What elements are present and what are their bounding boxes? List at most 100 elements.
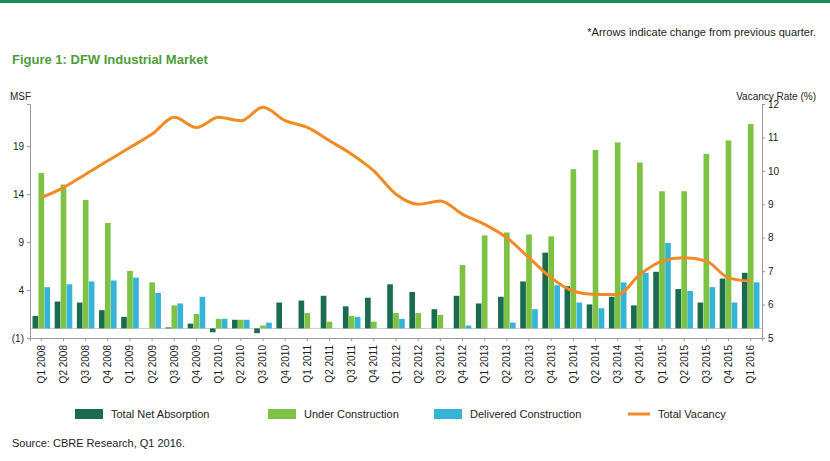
bar	[327, 322, 333, 329]
bar	[299, 301, 305, 329]
y2-tick: 11	[762, 132, 779, 143]
x-tick: Q1 2014	[568, 338, 579, 383]
x-tick-mark	[152, 338, 153, 341]
bar	[615, 142, 621, 328]
x-tick-mark	[706, 338, 707, 341]
y2-tick: 12	[762, 99, 780, 110]
y-tick-mark	[27, 242, 30, 243]
x-tick-mark	[551, 338, 552, 341]
legend-item: Delivered Construction	[434, 408, 581, 420]
x-tick-label: Q1 2011	[302, 345, 313, 383]
x-tick-label: Q1 2015	[657, 345, 668, 384]
x-tick-mark	[529, 338, 530, 341]
x-tick: Q4 2013	[546, 338, 557, 383]
bar	[482, 235, 488, 328]
x-tick: Q2 2010	[235, 338, 246, 383]
x-tick: Q2 2008	[58, 338, 69, 383]
x-tick: Q3 2012	[435, 338, 446, 383]
x-tick-label: Q2 2008	[58, 345, 69, 384]
y2-tick-label: 6	[768, 299, 774, 310]
bar	[89, 281, 95, 328]
legend-swatch	[75, 409, 103, 419]
y2-axis: 56789101112	[762, 99, 780, 344]
x-tick-mark	[262, 338, 263, 341]
bar	[554, 285, 560, 328]
bar	[498, 297, 504, 329]
bar	[637, 163, 643, 329]
bar	[504, 233, 510, 329]
x-tick-label: Q1 2013	[479, 345, 490, 384]
bar	[387, 284, 393, 328]
bar	[216, 319, 222, 329]
y-axis-title: MSF	[10, 91, 31, 102]
x-axis-line	[31, 339, 763, 342]
legend-swatch	[434, 409, 462, 419]
x-tick: Q2 2014	[590, 338, 601, 383]
bar	[371, 322, 377, 329]
x-tick: Q1 2012	[391, 338, 402, 383]
x-tick-mark	[107, 338, 108, 341]
y-tick: 14	[13, 189, 30, 200]
y-tick-mark	[27, 290, 30, 291]
bar	[732, 303, 738, 329]
x-tick-label: Q4 2015	[723, 345, 734, 384]
x-tick-label: Q3 2012	[435, 345, 446, 384]
bar	[593, 150, 599, 328]
bar	[576, 303, 582, 329]
y2-axis-line	[763, 105, 766, 339]
y2-tick: 5	[762, 333, 774, 344]
x-tick-label: Q3 2009	[169, 345, 180, 384]
x-tick-label: Q1 2012	[391, 345, 402, 384]
x-tick-label: Q4 2012	[457, 345, 468, 384]
x-tick-mark	[750, 338, 751, 341]
bar	[675, 289, 681, 328]
x-tick-mark	[662, 338, 663, 341]
y-tick: 4	[18, 285, 30, 296]
y2-tick-mark	[762, 171, 765, 172]
x-axis: Q1 2008Q2 2008Q3 2008Q4 2008Q1 2009Q2 20…	[31, 338, 763, 383]
x-tick: Q4 2012	[457, 338, 468, 383]
bar	[365, 298, 371, 329]
x-tick-mark	[85, 338, 86, 341]
y-tick-label: 14	[13, 189, 25, 200]
x-tick-label: Q2 2015	[679, 345, 690, 384]
x-tick: Q2 2015	[679, 338, 690, 383]
title: Figure 1: DFW Industrial Market	[12, 52, 208, 67]
bar	[321, 296, 327, 329]
chart: Figure 1: DFW Industrial Market*Arrows i…	[0, 0, 830, 461]
y-tick-mark	[27, 146, 30, 147]
bar	[599, 308, 605, 328]
x-tick-label: Q3 2013	[524, 345, 535, 384]
bar	[520, 281, 526, 328]
x-tick-label: Q4 2011	[368, 345, 379, 383]
x-tick-mark	[440, 338, 441, 341]
y2-tick-mark	[762, 204, 765, 205]
bar	[409, 292, 415, 328]
y-tick-label: 4	[18, 285, 24, 296]
x-tick: Q4 2011	[368, 338, 379, 383]
bar	[526, 234, 532, 328]
bar	[571, 169, 577, 328]
legend: Total Net AbsorptionUnder ConstructionDe…	[75, 408, 726, 420]
bar	[244, 320, 250, 329]
y-tick-label: 9	[18, 237, 24, 248]
bar	[210, 328, 216, 332]
x-tick-mark	[462, 338, 463, 341]
bar	[177, 303, 183, 328]
bar	[609, 297, 615, 329]
y2-tick: 9	[762, 199, 774, 210]
x-tick: Q3 2008	[80, 338, 91, 383]
y2-tick: 8	[762, 232, 774, 243]
bar	[276, 303, 282, 329]
bar	[171, 305, 177, 328]
x-tick-mark	[307, 338, 308, 341]
x-tick-mark	[285, 338, 286, 341]
y2-tick-mark	[762, 137, 765, 138]
x-tick-label: Q2 2012	[413, 345, 424, 384]
x-tick-label: Q4 2008	[102, 345, 113, 384]
x-tick-label: Q1 2009	[124, 345, 135, 384]
x-tick: Q4 2008	[102, 338, 113, 383]
x-tick-label: Q3 2015	[701, 345, 712, 384]
legend-label: Delivered Construction	[470, 408, 581, 420]
bar	[393, 313, 399, 328]
